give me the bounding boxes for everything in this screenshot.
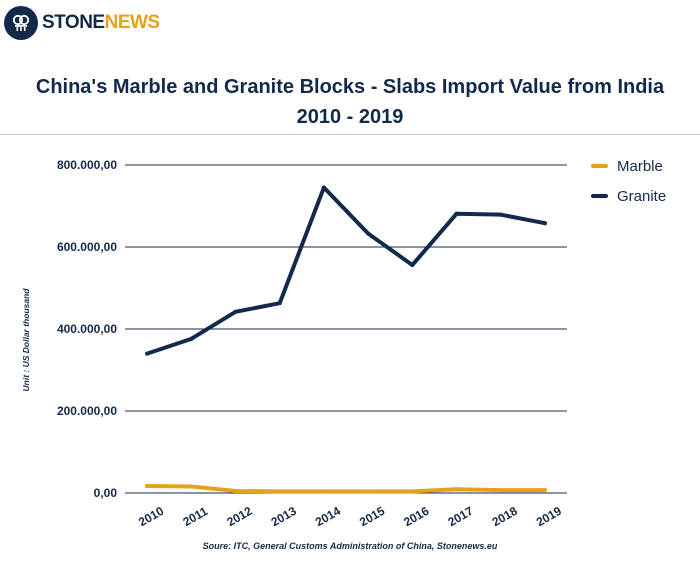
data-point-granite — [145, 351, 150, 356]
data-point-marble — [321, 489, 326, 494]
data-point-granite — [542, 221, 547, 226]
legend-label-marble: Marble — [617, 158, 663, 175]
data-point-marble — [410, 489, 415, 494]
logo-text-stone: STONE — [42, 12, 105, 33]
data-point-marble — [233, 488, 238, 493]
y-tick-label: 400.000,00 — [57, 322, 117, 336]
logo-emblem-icon — [4, 6, 38, 40]
x-tick-label: 2017 — [445, 504, 475, 530]
series-line-granite — [145, 185, 547, 356]
chart-title: China's Marble and Granite Blocks - Slab… — [0, 72, 700, 132]
chart-title-line2: 2010 - 2019 — [296, 106, 404, 128]
y-tick-label: 0,00 — [94, 486, 118, 500]
legend-label-granite: Granite — [617, 188, 666, 205]
logo-wordmark: STONENEWS — [42, 12, 160, 34]
data-point-marble — [277, 489, 282, 494]
stonenews-logo: STONENEWS — [4, 4, 160, 42]
data-point-granite — [189, 336, 194, 341]
x-tick-label: 2015 — [357, 504, 387, 530]
data-point-marble — [189, 484, 194, 489]
x-tick-label: 2018 — [490, 504, 520, 530]
x-tick-label: 2012 — [224, 504, 254, 530]
data-point-marble — [145, 484, 150, 489]
y-axis-title: Unit : US Dollar thousand — [21, 288, 31, 392]
data-point-granite — [233, 309, 238, 314]
y-tick-label: 800.000,00 — [57, 158, 117, 172]
x-tick-label: 2014 — [313, 504, 343, 530]
data-point-granite — [321, 185, 326, 190]
x-tick-label: 2010 — [136, 504, 166, 530]
data-point-marble — [542, 488, 547, 493]
source-note: Soure: ITC, General Customs Administrati… — [202, 541, 498, 551]
x-tick-label: 2013 — [269, 504, 299, 530]
data-point-marble — [454, 487, 459, 492]
y-tick-label: 600.000,00 — [57, 240, 117, 254]
data-point-granite — [410, 263, 415, 268]
data-point-granite — [277, 301, 282, 306]
data-point-granite — [454, 211, 459, 216]
title-divider — [0, 134, 700, 135]
x-tick-label: 2019 — [534, 504, 564, 530]
y-tick-label: 200.000,00 — [57, 404, 117, 418]
chart-title-line1: China's Marble and Granite Blocks - Slab… — [35, 76, 665, 98]
data-point-granite — [498, 212, 503, 217]
logo-text-news: NEWS — [104, 12, 161, 33]
x-tick-label: 2011 — [181, 504, 211, 529]
data-point-marble — [366, 489, 371, 494]
data-point-granite — [366, 231, 371, 236]
series-line-marble — [145, 484, 547, 494]
data-point-marble — [498, 488, 503, 493]
x-tick-label: 2016 — [401, 504, 431, 530]
